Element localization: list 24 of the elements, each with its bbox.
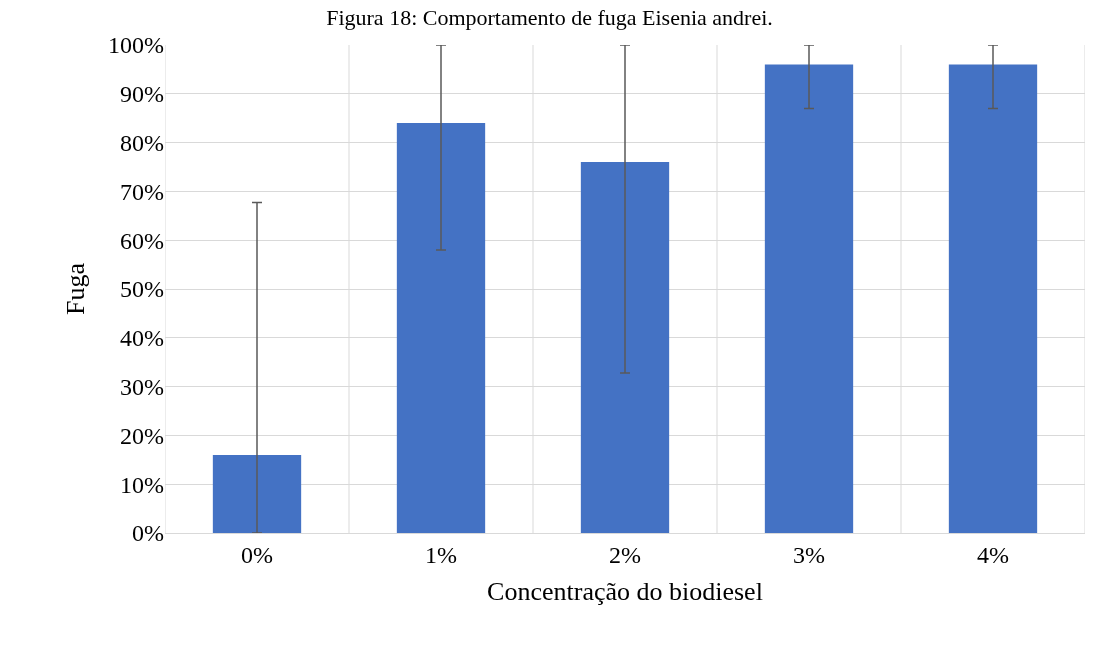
y-axis-title: Fuga xyxy=(61,262,91,315)
bar xyxy=(948,64,1038,533)
y-tick-label: 40% xyxy=(120,325,164,352)
y-tick-label: 0% xyxy=(132,520,164,547)
y-tick-label: 100% xyxy=(108,32,164,59)
x-tick-label: 4% xyxy=(977,541,1009,568)
x-tick-label: 0% xyxy=(241,541,273,568)
bar xyxy=(396,123,486,533)
y-tick-label: 90% xyxy=(120,81,164,108)
x-tick-label: 1% xyxy=(425,541,457,568)
x-tick-label: 3% xyxy=(793,541,825,568)
y-tick-label: 60% xyxy=(120,227,164,254)
y-tick-label: 80% xyxy=(120,130,164,156)
chart-title: Figura 18: Comportamento de fuga Eisenia andrei. xyxy=(326,5,773,31)
y-tick-label: 10% xyxy=(120,471,164,498)
y-tick-label: 50% xyxy=(120,276,164,303)
x-tick-label: 2% xyxy=(609,541,641,568)
x-axis-title: Concentração do biodiesel xyxy=(487,577,763,607)
bar xyxy=(212,454,302,533)
bar xyxy=(580,162,670,533)
bar xyxy=(764,64,854,533)
y-tick-label: 30% xyxy=(120,374,164,400)
y-tick-label: 20% xyxy=(120,422,164,449)
y-tick-label: 70% xyxy=(120,178,164,205)
